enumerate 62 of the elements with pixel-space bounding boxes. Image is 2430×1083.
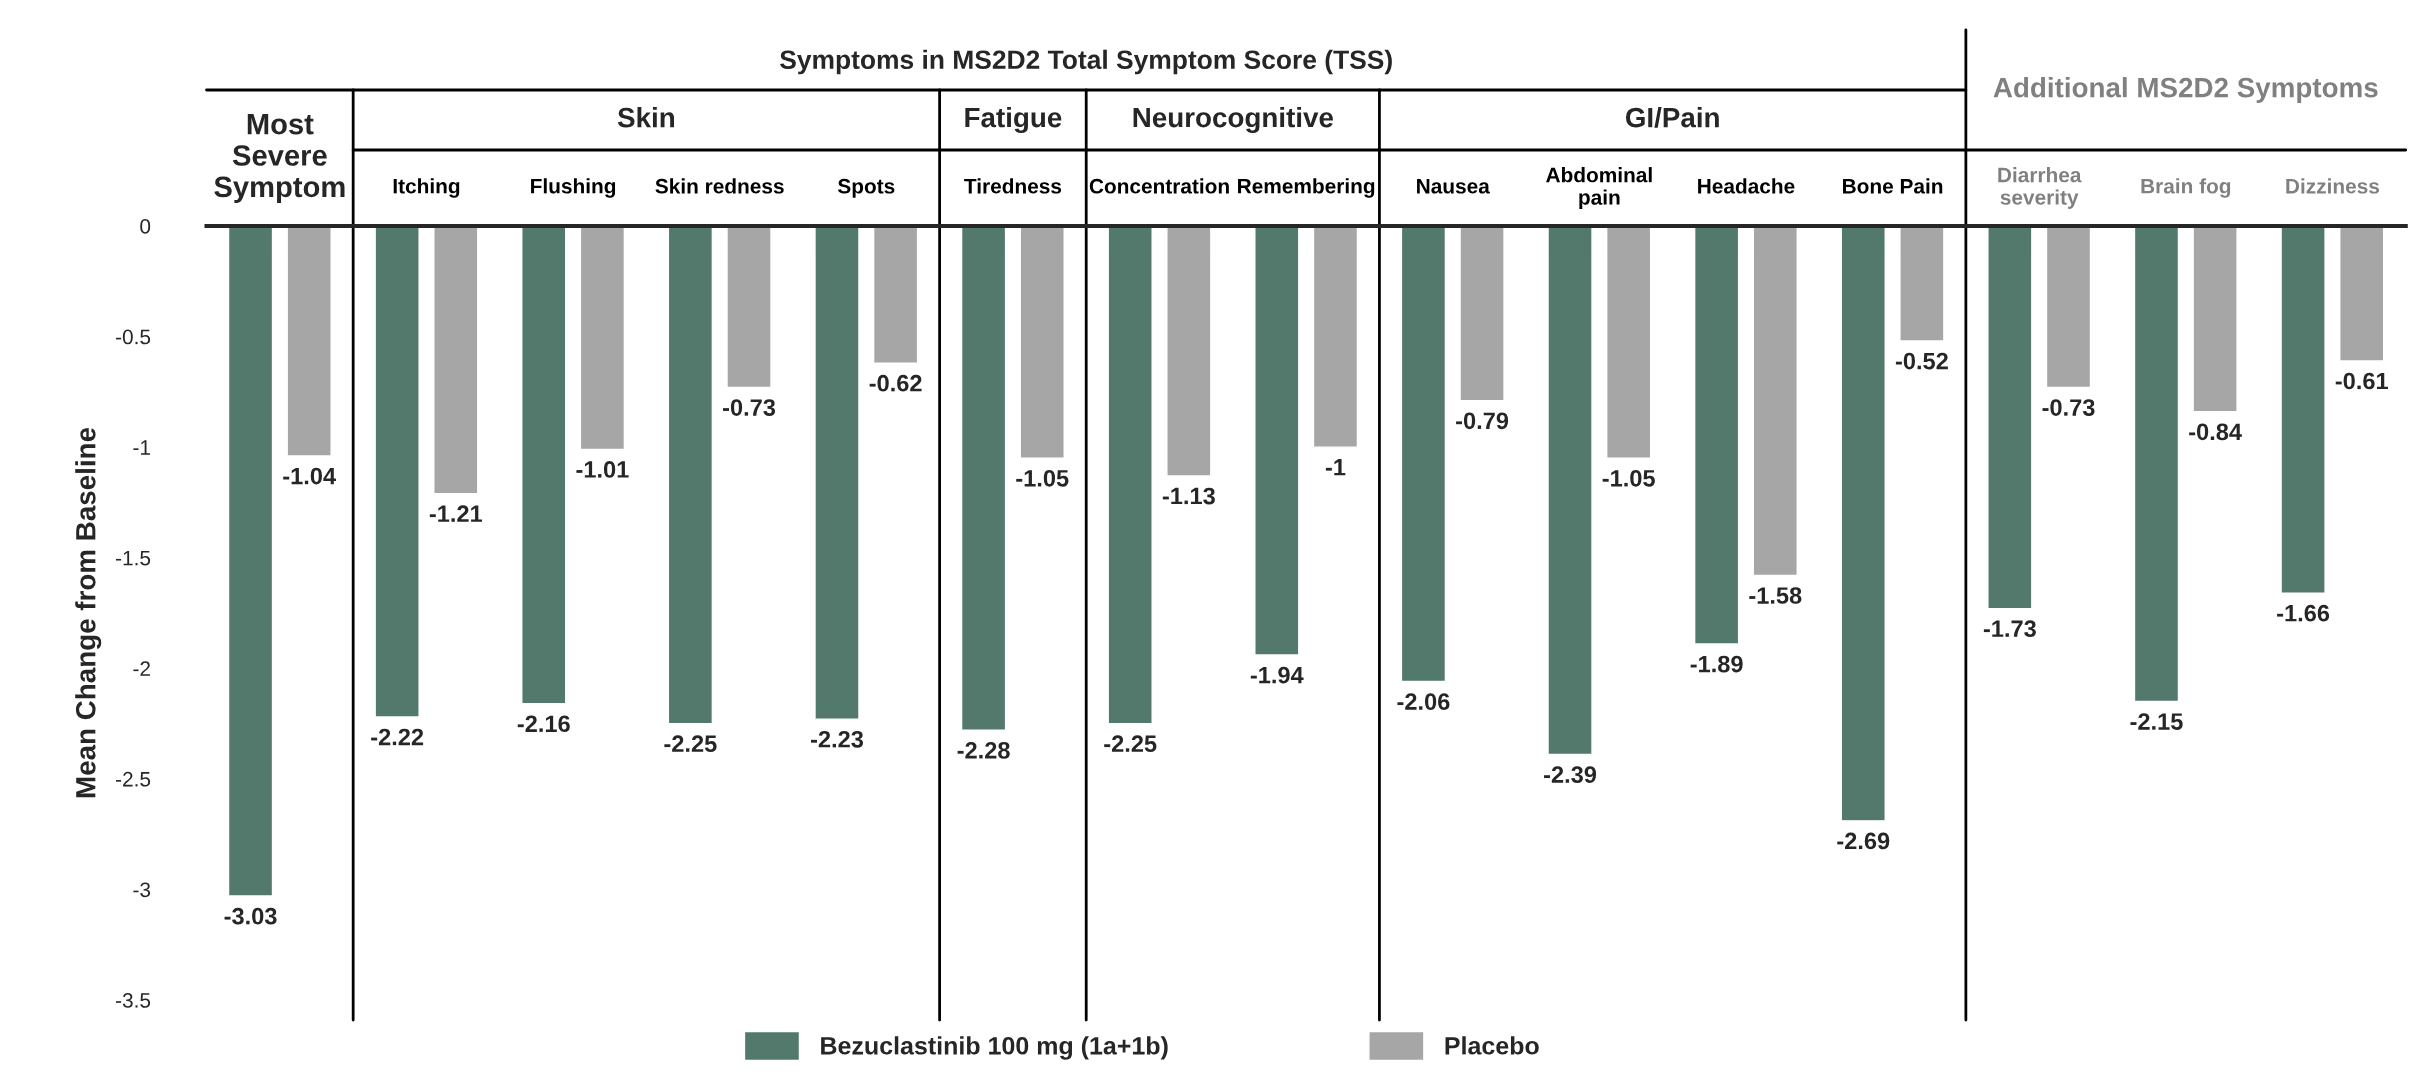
x-tick-label: Most Severe Symptom [214, 114, 345, 204]
y-tick-label: -2.5 [116, 771, 151, 787]
y-tick-label: 0 [140, 219, 151, 234]
data-label: -2.16 [517, 715, 570, 733]
data-label: -0.61 [2335, 372, 2388, 390]
data-label: -2.15 [2130, 713, 2183, 730]
y-tick-label: -0.5 [116, 329, 151, 345]
text: Fatigue [965, 106, 1062, 134]
x-tick-label: Headache [1698, 178, 1795, 194]
data-label: -0.79 [1456, 412, 1509, 430]
data-label: -2.28 [957, 741, 1010, 759]
y-tick-label: -3.5 [116, 993, 151, 1008]
data-label: -2.25 [664, 735, 717, 753]
y-tick-label: -1.5 [116, 550, 151, 566]
y-tick-label: -1 [133, 440, 150, 455]
x-tick-label: Dizziness [2286, 178, 2380, 194]
x-tick-label: Remembering [1238, 178, 1375, 198]
x-tick-label: Flushing [531, 178, 616, 198]
data-label: -0.62 [869, 374, 922, 392]
data-label: -0.73 [2042, 399, 2095, 416]
text: GI/Pain [1625, 107, 1719, 128]
data-label: -0.84 [2189, 423, 2242, 441]
x-tick-label: Bone Pain [1843, 178, 1943, 194]
y-tick-label: -2 [133, 661, 150, 676]
x-tick-label: Brain fog [2141, 178, 2231, 198]
x-tick-label: Spots [837, 178, 895, 198]
x-tick-label: Itching [393, 178, 460, 198]
data-label: -2.06 [1397, 693, 1450, 711]
text: Neurocognitive [1133, 106, 1333, 134]
data-label: -0.52 [1895, 352, 1948, 370]
data-label: -1.58 [1749, 587, 1802, 604]
legend-label: Placebo [1445, 1036, 1539, 1055]
data-label: -1.89 [1690, 655, 1743, 673]
data-label: -2.25 [1104, 735, 1157, 753]
x-tick-label: Concentration [1089, 178, 1229, 194]
data-label: -1.01 [576, 461, 629, 478]
y-axis-title: Mean Change from Baseline [75, 427, 102, 798]
y-tick-label: -3 [133, 882, 151, 898]
x-tick-label: Abdominal pain [1546, 167, 1652, 209]
data-label: -2.39 [1544, 766, 1597, 784]
data-label: -3.03 [224, 907, 277, 925]
legend-label: Bezuclastinib 100 mg (1a+1b) [821, 1036, 1168, 1060]
data-label: -2.69 [1837, 832, 1890, 850]
x-tick-label: Diarrhea severity [1998, 167, 2082, 209]
data-label: -1.13 [1162, 487, 1215, 505]
data-label: -1.73 [1983, 620, 2036, 638]
data-label: -1 [1325, 459, 1346, 476]
data-label: -2.22 [371, 728, 424, 746]
data-label: -1.66 [2277, 604, 2330, 622]
x-tick-label: Nausea [1417, 179, 1490, 194]
x-tick-label: Tiredness [964, 178, 1062, 194]
data-label: -2.23 [810, 730, 864, 748]
text: Additional MS2D2 Symptoms [1993, 77, 2378, 103]
data-label: -1.04 [283, 467, 336, 485]
text: Symptoms in MS2D2 Total Symptom Score (TSS) [780, 49, 1392, 75]
data-label: -0.73 [723, 399, 776, 416]
data-label: -1.05 [1016, 469, 1069, 487]
data-label: -1.21 [429, 505, 483, 522]
data-label: -1.05 [1602, 469, 1655, 487]
text: Skin [617, 107, 674, 128]
data-label: -1.94 [1250, 666, 1304, 684]
x-tick-label: Skin redness [655, 178, 784, 194]
